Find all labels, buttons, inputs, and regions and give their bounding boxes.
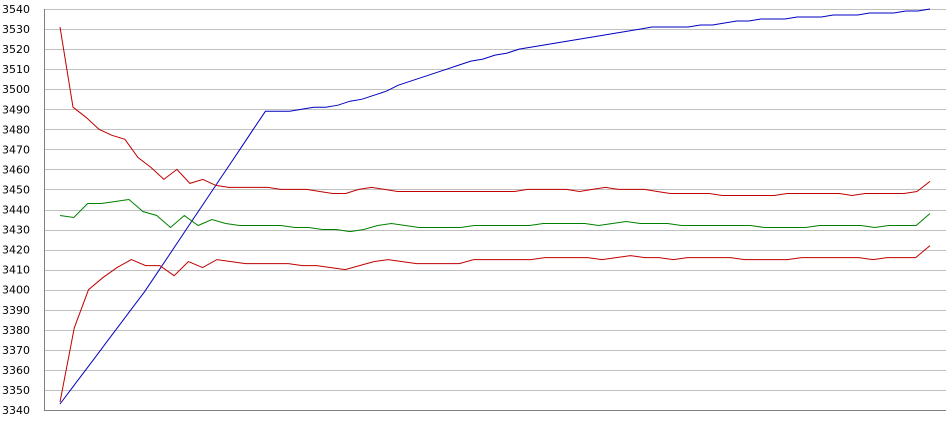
y-tick-label: 3480	[2, 123, 30, 136]
y-tick-label: 3450	[2, 183, 30, 196]
y-tick-label: 3380	[2, 324, 30, 337]
y-tick-label: 3350	[2, 384, 30, 397]
y-tick-label: 3470	[2, 143, 30, 156]
y-tick-label: 3520	[2, 43, 30, 56]
y-tick-label: 3530	[2, 23, 30, 36]
y-tick-labels: 3340 3350 3360 3370 3380 3390 3400 3410 3420 3430…	[2, 3, 30, 417]
y-tick-label: 3430	[2, 224, 30, 237]
series-line-red-top	[59, 26, 931, 197]
y-tick-label: 3420	[2, 244, 30, 257]
y-tick-label: 3400	[2, 284, 30, 297]
y-tick-label: 3340	[2, 404, 30, 417]
y-tick-label: 3500	[2, 83, 30, 96]
y-tick-label: 3510	[2, 63, 30, 76]
y-tick-label: 3390	[2, 304, 30, 317]
series-line-green	[59, 198, 931, 233]
y-tick-label: 3540	[2, 3, 30, 16]
grid	[44, 9, 946, 411]
series-lines	[59, 8, 931, 405]
series-line-red-bottom	[59, 245, 931, 403]
y-tick-label: 3360	[2, 364, 30, 377]
y-tick-label: 3440	[2, 204, 30, 217]
y-tick-label: 3370	[2, 344, 30, 357]
y-tick-label: 3490	[2, 103, 30, 116]
y-tick-label: 3410	[2, 264, 30, 277]
y-tick-label: 3460	[2, 163, 30, 176]
series-line-blue	[59, 8, 931, 405]
